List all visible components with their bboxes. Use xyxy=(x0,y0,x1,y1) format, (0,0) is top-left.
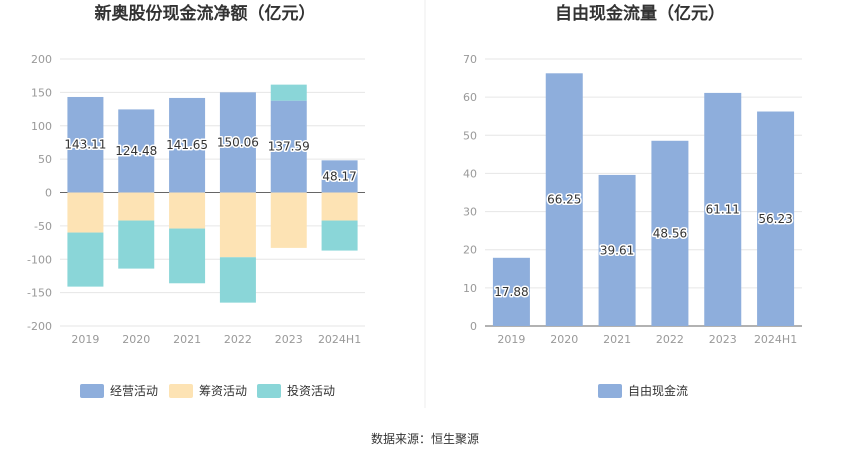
source-note: 数据来源：恒生聚源 xyxy=(371,431,479,446)
right-y-tick-label: 70 xyxy=(463,53,477,66)
left-x-tick-label: 2024H1 xyxy=(318,333,361,346)
investing-bar xyxy=(219,257,256,303)
right-x-tick-label: 2024H1 xyxy=(754,333,797,346)
financing-bar xyxy=(67,192,104,233)
right-y-tick-label: 10 xyxy=(463,282,477,295)
financing-bar xyxy=(219,192,256,258)
financing-bar xyxy=(270,192,307,248)
investing-legend-swatch xyxy=(257,384,281,398)
financing-legend-swatch xyxy=(169,384,193,398)
free-cash-flow-data-label: 48.56 xyxy=(653,226,687,240)
right-x-tick-label: 2019 xyxy=(497,333,525,346)
free-cash-flow-data-label: 17.88 xyxy=(494,285,528,299)
right-y-tick-label: 20 xyxy=(463,244,477,257)
left-legend[interactable]: 经营活动 筹资活动 投资活动 xyxy=(80,383,335,398)
left-y-tick-label: 100 xyxy=(31,120,52,133)
left-x-tick-label: 2021 xyxy=(173,333,201,346)
left-data-labels: 143.11 124.48 141.65 150.06 137.59 48.17 xyxy=(63,134,358,185)
left-x-tick-label: 2023 xyxy=(275,333,303,346)
free-cash-flow-data-label: 61.11 xyxy=(706,202,740,216)
operating-data-label: 141.65 xyxy=(166,138,208,152)
operating-bar xyxy=(67,96,104,193)
left-y-tick-label: 0 xyxy=(45,187,52,200)
left-y-axis-ticks: 200 150 100 50 0 -50 -100 -150 -200 xyxy=(27,53,52,333)
financing-legend-label: 筹资活动 xyxy=(199,384,247,398)
right-bars xyxy=(492,73,795,327)
left-x-axis-ticks: 2019 2020 2021 2022 2023 2024H1 xyxy=(71,333,361,346)
right-grid xyxy=(485,58,802,327)
operating-data-label: 137.59 xyxy=(268,140,310,154)
right-data-labels: 17.88 66.25 39.61 48.56 61.11 56.23 xyxy=(493,191,795,300)
financing-bar xyxy=(118,192,155,221)
free-cash-flow-legend-swatch xyxy=(598,384,622,398)
free-cash-flow-data-label: 39.61 xyxy=(600,243,634,257)
free-cash-flow-bar xyxy=(598,174,636,326)
net-cash-flow-chart: 新奥股份现金流净额（亿元） 143.11 124.48 141.65 150.06 13… xyxy=(27,3,365,398)
left-x-tick-label: 2019 xyxy=(71,333,99,346)
free-cash-flow-bar xyxy=(704,92,742,326)
operating-bar xyxy=(219,92,256,193)
left-y-tick-label: 50 xyxy=(38,153,52,166)
net-cash-flow-title: 新奥股份现金流净额（亿元） xyxy=(95,3,316,24)
operating-bar xyxy=(118,109,155,193)
investing-legend-label: 投资活动 xyxy=(287,383,335,398)
right-legend[interactable]: 自由现金流 xyxy=(598,383,688,398)
right-y-tick-label: 40 xyxy=(463,167,477,180)
investing-bar xyxy=(270,84,307,101)
investing-bar xyxy=(169,228,206,284)
operating-data-label: 143.11 xyxy=(64,138,106,152)
financing-bar xyxy=(169,192,206,229)
free-cash-flow-bar xyxy=(757,111,795,327)
free-cash-flow-data-label: 56.23 xyxy=(758,212,792,226)
operating-legend-label: 经营活动 xyxy=(110,384,158,398)
operating-bar xyxy=(169,97,206,193)
free-cash-flow-bar xyxy=(492,257,530,326)
left-y-tick-label: -150 xyxy=(27,287,52,300)
operating-legend-swatch xyxy=(80,384,104,398)
left-y-tick-label: -100 xyxy=(27,253,52,266)
operating-data-label: 150.06 xyxy=(217,135,259,149)
free-cash-flow-data-label: 66.25 xyxy=(547,193,581,207)
right-y-tick-label: 0 xyxy=(470,320,477,333)
left-y-tick-label: -50 xyxy=(34,220,52,233)
free-cash-flow-chart: 自由现金流量（亿元） 17.88 66.25 39.61 48.56 61.11 56.2… xyxy=(463,3,802,398)
investing-bar xyxy=(67,232,104,287)
investing-bar xyxy=(118,220,155,269)
operating-data-label: 124.48 xyxy=(115,144,157,158)
left-x-tick-label: 2020 xyxy=(122,333,150,346)
right-x-tick-label: 2022 xyxy=(656,333,684,346)
left-x-tick-label: 2022 xyxy=(224,333,252,346)
right-y-tick-label: 50 xyxy=(463,129,477,142)
right-y-tick-label: 30 xyxy=(463,206,477,219)
right-y-tick-label: 60 xyxy=(463,91,477,104)
financing-bar xyxy=(321,192,358,221)
right-x-tick-label: 2023 xyxy=(709,333,737,346)
operating-bar xyxy=(270,100,307,193)
left-grid xyxy=(60,58,365,327)
left-bars xyxy=(67,84,358,303)
right-x-axis-ticks: 2019 2020 2021 2022 2023 2024H1 xyxy=(497,333,797,346)
operating-bar xyxy=(321,160,358,193)
free-cash-flow-legend-label: 自由现金流 xyxy=(628,383,688,398)
left-y-tick-label: 200 xyxy=(31,53,52,66)
right-x-tick-label: 2020 xyxy=(550,333,578,346)
operating-data-label: 48.17 xyxy=(322,169,356,183)
free-cash-flow-title: 自由现金流量（亿元） xyxy=(555,3,725,24)
left-y-tick-label: 150 xyxy=(31,86,52,99)
right-x-tick-label: 2021 xyxy=(603,333,631,346)
free-cash-flow-bar xyxy=(545,73,583,326)
right-y-axis-ticks: 70 60 50 40 30 20 10 0 xyxy=(463,53,477,333)
investing-bar xyxy=(321,220,358,251)
free-cash-flow-bar xyxy=(651,140,689,326)
left-y-tick-label: -200 xyxy=(27,320,52,333)
